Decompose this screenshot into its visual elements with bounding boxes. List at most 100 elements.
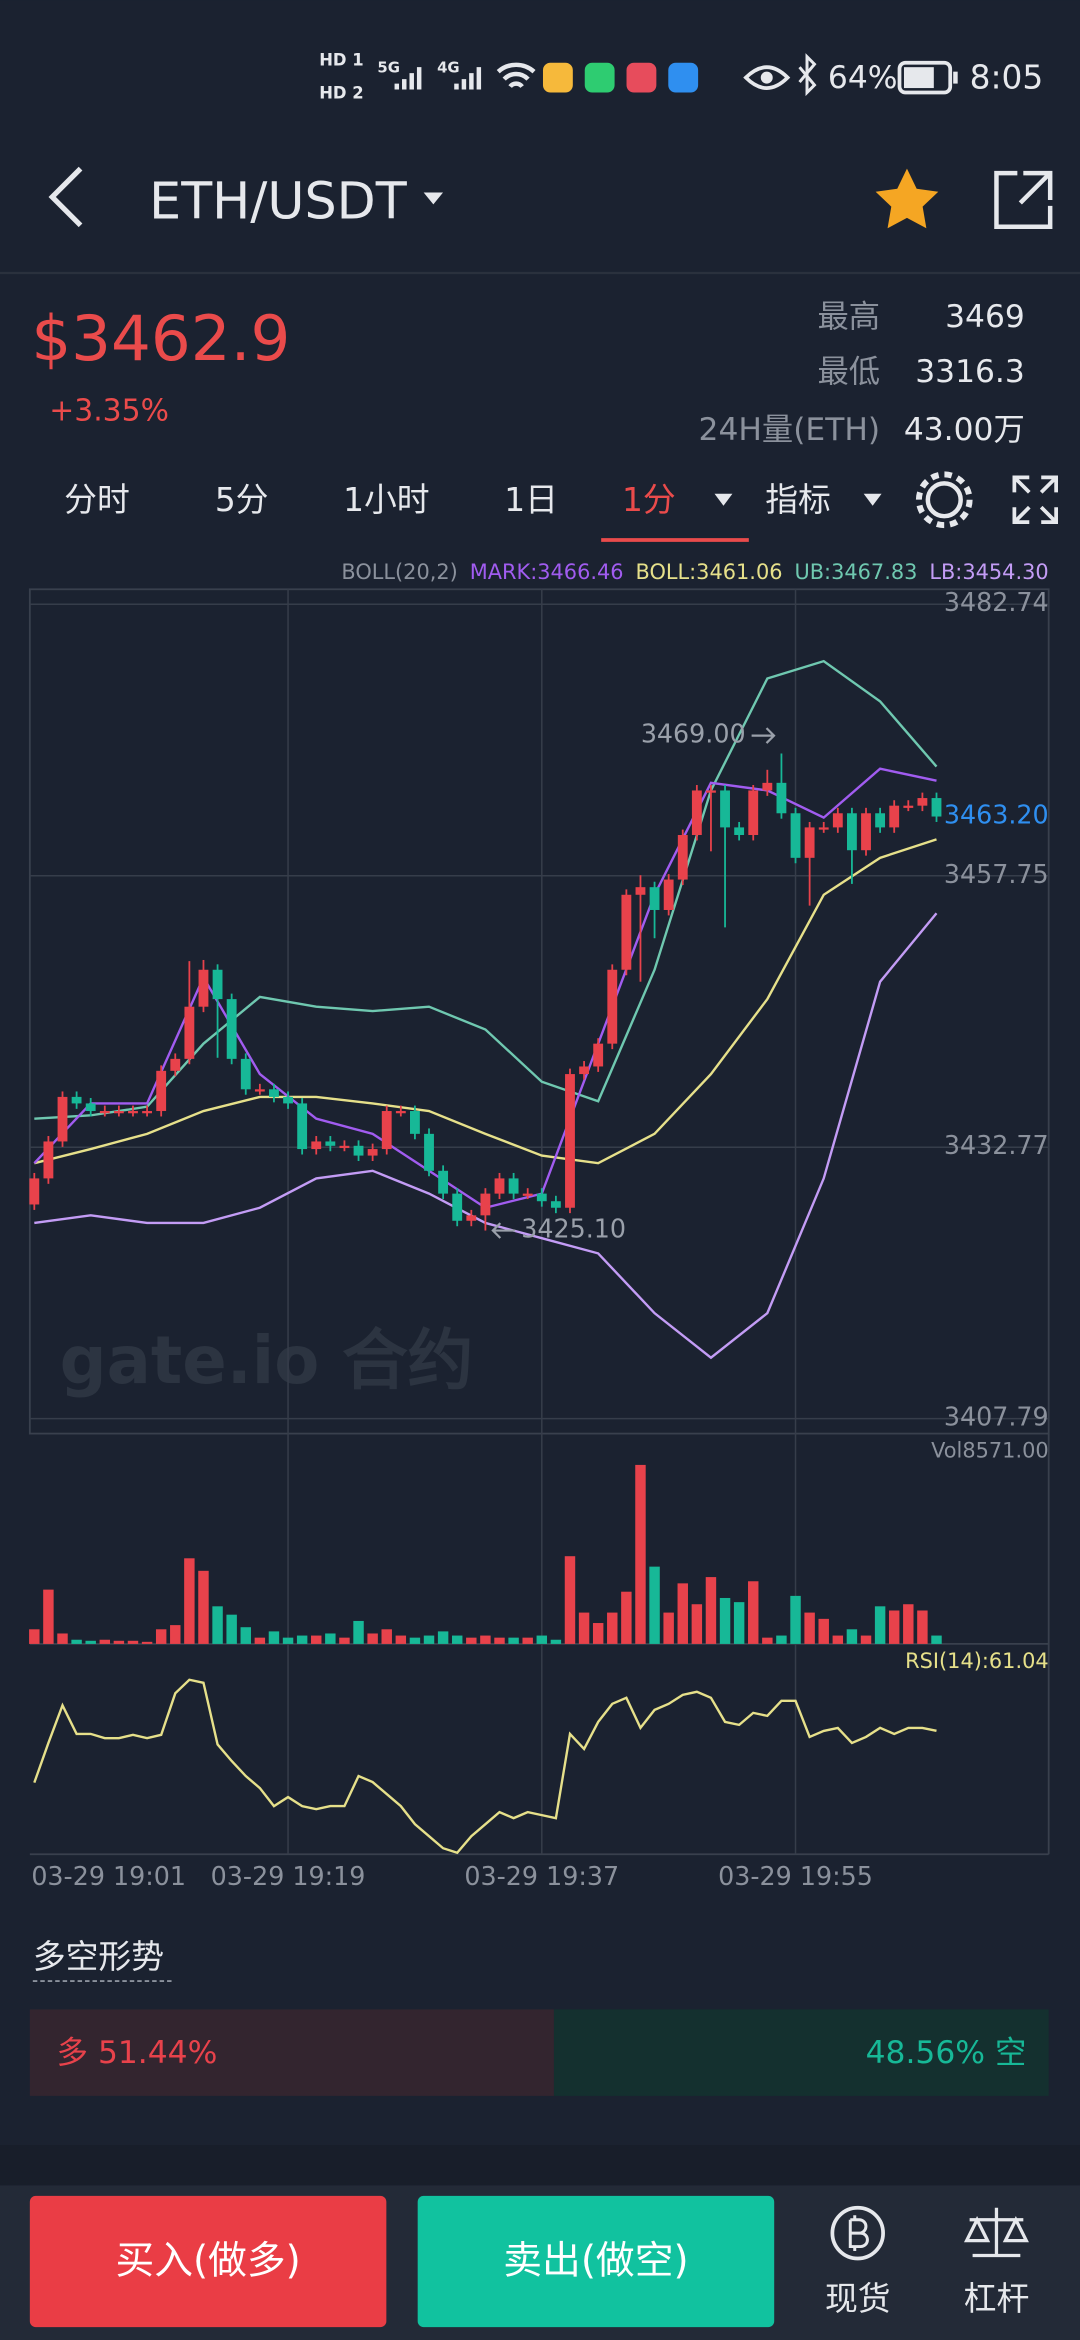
tab[interactable]: 5分: [215, 481, 269, 519]
candle-body: [395, 1111, 406, 1114]
candle-body: [762, 782, 773, 791]
volume-bar: [677, 1583, 688, 1644]
long-share: [29, 2009, 554, 2096]
margin-button[interactable]: 杠杆: [963, 2207, 1030, 2318]
network-type: 5G: [377, 59, 400, 77]
tab[interactable]: 指标: [765, 481, 831, 519]
candle-body: [550, 1201, 561, 1208]
settings-button[interactable]: [925, 481, 963, 519]
long-label: 多 51.44%: [57, 2035, 218, 2071]
volume-bar: [748, 1581, 759, 1644]
candle-body: [861, 813, 871, 851]
y-tick-label: 3432.77: [944, 1130, 1049, 1160]
indicator-legend: BOLL(20,2) MARK:3466.46 BOLL:3461.06 UB:346…: [341, 560, 1048, 584]
candle-body: [635, 887, 646, 895]
candle-body: [269, 1089, 279, 1097]
volume-bar: [480, 1635, 491, 1644]
sim-badge: HD 2: [319, 84, 363, 103]
candle-body: [170, 1058, 181, 1071]
volume-bar: [311, 1635, 322, 1644]
volume-bar: [917, 1610, 928, 1644]
sell-button-label[interactable]: 卖出(做空): [503, 2238, 688, 2283]
volume-bar: [804, 1612, 815, 1644]
sell-button[interactable]: [417, 2195, 775, 2328]
candle-body: [198, 969, 209, 1007]
volume-bar: [522, 1637, 533, 1644]
volume-bar: [466, 1637, 477, 1644]
candle-body: [99, 1111, 110, 1114]
tab-dropdown[interactable]: [714, 493, 733, 506]
tab[interactable]: 1小时: [343, 481, 429, 519]
spot-icon: [830, 2205, 885, 2261]
sentiment-bar: 多 51.44% 48.56% 空: [29, 2009, 1049, 2096]
volume-bar: [592, 1623, 604, 1644]
tab-dropdown[interactable]: [863, 493, 882, 506]
fullscreen-button[interactable]: [1012, 475, 1058, 525]
stat-value: 43.00万: [904, 412, 1025, 448]
candle-body: [29, 1178, 40, 1205]
favorite-star[interactable]: [875, 168, 939, 229]
candle-body: [128, 1111, 138, 1114]
volume-bar: [381, 1629, 392, 1644]
buy-button-label[interactable]: 买入(做多): [115, 2238, 300, 2283]
volume-bar: [733, 1602, 745, 1644]
y-tick-label: 3457.75: [944, 859, 1049, 889]
y-tick-label: 3407.79: [944, 1402, 1049, 1432]
stat-label: 最低: [817, 354, 880, 390]
settings-button[interactable]: [915, 471, 973, 529]
tab[interactable]: 分时: [64, 481, 130, 519]
candle-body: [889, 805, 900, 828]
back-button[interactable]: [48, 166, 83, 228]
candle-body: [790, 813, 801, 858]
volume-bar: [621, 1591, 632, 1644]
pair-title[interactable]: ETH/USDT: [149, 171, 408, 230]
candle-body: [846, 813, 857, 851]
volume-bar: [325, 1633, 336, 1644]
sim-badge: HD 1: [319, 51, 363, 70]
y-tick-label: 3482.74: [944, 587, 1049, 617]
volume-bar: [874, 1606, 886, 1644]
candle-body: [85, 1103, 96, 1112]
volume-bar: [818, 1618, 829, 1644]
app-icon: [668, 62, 699, 93]
candle-body: [579, 1066, 590, 1075]
tab[interactable]: 1日: [504, 481, 558, 519]
marker-arrow: [491, 1222, 516, 1239]
price-change: +3.35%: [49, 393, 169, 428]
volume-bar: [550, 1639, 562, 1644]
volume-label: Vol8571.00: [931, 1438, 1049, 1462]
margin-label[interactable]: 杠杆: [964, 2280, 1030, 2318]
battery-icon: [953, 71, 958, 84]
candle-body: [113, 1111, 124, 1114]
tab[interactable]: 1分: [622, 481, 676, 519]
volume-bar: [705, 1577, 717, 1644]
volume-bar: [170, 1625, 181, 1644]
volume-bar: [846, 1629, 858, 1644]
legend-item: MARK:3466.46: [470, 560, 624, 584]
candle-body: [706, 790, 716, 793]
candle-body: [240, 1058, 251, 1090]
candle-body: [297, 1103, 308, 1150]
share-button[interactable]: [994, 170, 1053, 230]
candle-body: [57, 1096, 68, 1142]
candle-body: [212, 969, 223, 1000]
last-price: $3462.9: [31, 302, 290, 375]
candle-body: [381, 1111, 392, 1150]
candle-body: [184, 1006, 195, 1059]
pair-dropdown[interactable]: [423, 192, 444, 205]
stat-label: 24H量(ETH): [699, 412, 881, 448]
margin-icon: [963, 2207, 1029, 2258]
candle-body: [156, 1070, 167, 1112]
eye-icon: [743, 65, 791, 90]
buy-button[interactable]: [29, 2195, 387, 2328]
candle-body: [649, 887, 660, 910]
spot-icon: [848, 2215, 869, 2252]
watermark: gate.io 合约: [60, 1323, 474, 1399]
candle-body: [832, 813, 843, 828]
wifi-icon: [496, 62, 536, 89]
candle-body: [325, 1141, 336, 1146]
spot-label[interactable]: 现货: [825, 2280, 891, 2318]
spot-button[interactable]: 现货: [825, 2205, 891, 2318]
legend-item: LB:3454.30: [929, 560, 1048, 584]
